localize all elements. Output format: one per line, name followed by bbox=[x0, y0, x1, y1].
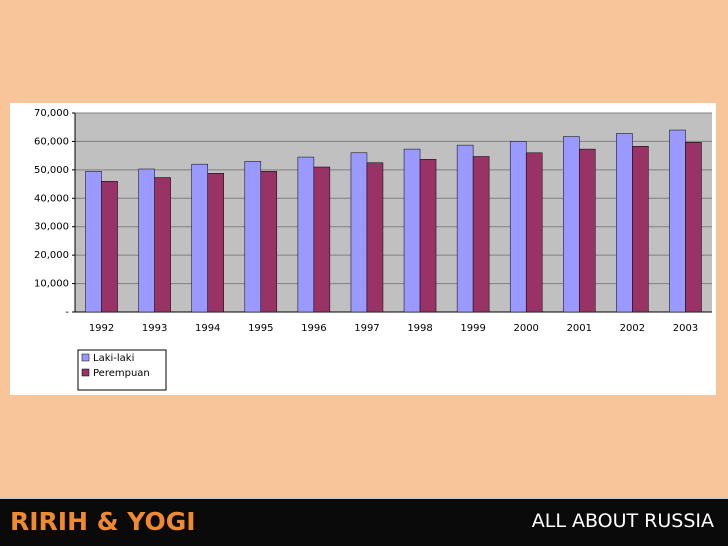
footer-left: RIRIH & YOGI bbox=[10, 507, 196, 536]
y-tick-label: 40,000 bbox=[34, 193, 69, 204]
x-tick-label: 2003 bbox=[673, 323, 698, 334]
legend-swatch bbox=[81, 353, 90, 362]
bar bbox=[616, 133, 633, 313]
bar bbox=[154, 177, 171, 313]
bar bbox=[138, 168, 155, 313]
bar bbox=[366, 162, 384, 313]
y-tick-label: 70,000 bbox=[34, 108, 69, 119]
x-tick-label: 1996 bbox=[301, 323, 326, 334]
bar bbox=[313, 166, 331, 313]
bar bbox=[297, 156, 315, 313]
legend-box bbox=[77, 349, 167, 391]
bar bbox=[191, 163, 208, 313]
x-tick-label: 2001 bbox=[567, 323, 592, 334]
bar bbox=[456, 144, 474, 313]
legend-label: Perempuan bbox=[93, 368, 150, 379]
bar bbox=[350, 152, 368, 313]
bar bbox=[260, 171, 278, 313]
x-tick-label: 1997 bbox=[354, 323, 379, 334]
y-tick-label: 30,000 bbox=[34, 222, 69, 233]
bar bbox=[403, 148, 421, 313]
footer-right: ALL ABOUT RUSSIA bbox=[531, 510, 714, 532]
footer: RIRIH & YOGI ALL ABOUT RUSSIA bbox=[0, 497, 728, 546]
x-tick-label: 1999 bbox=[460, 323, 485, 334]
x-tick-label: 1994 bbox=[195, 323, 220, 334]
bar bbox=[101, 180, 118, 313]
bar bbox=[85, 171, 102, 313]
y-tick-label: - bbox=[65, 307, 69, 318]
y-tick-label: 50,000 bbox=[34, 165, 69, 176]
bar bbox=[419, 159, 437, 313]
x-tick-label: 1998 bbox=[407, 323, 432, 334]
bar bbox=[563, 136, 580, 313]
bar bbox=[632, 146, 649, 313]
bar bbox=[525, 152, 543, 313]
x-tick-label: 2000 bbox=[513, 323, 538, 334]
x-tick-label: 1992 bbox=[89, 323, 114, 334]
x-tick-label: 2002 bbox=[620, 323, 645, 334]
bar bbox=[685, 142, 702, 313]
x-tick-label: 1995 bbox=[248, 323, 273, 334]
bar bbox=[509, 141, 527, 313]
legend-label: Laki-laki bbox=[93, 353, 134, 364]
x-tick-label: 1993 bbox=[142, 323, 167, 334]
bar bbox=[579, 148, 596, 313]
bar bbox=[244, 161, 262, 313]
y-tick-label: 60,000 bbox=[34, 136, 69, 147]
bar bbox=[207, 173, 224, 313]
bar bbox=[669, 129, 686, 313]
y-tick-label: 10,000 bbox=[34, 279, 69, 290]
legend-swatch bbox=[81, 368, 90, 377]
y-tick-label: 20,000 bbox=[34, 250, 69, 261]
plot-area bbox=[75, 113, 712, 312]
bar bbox=[472, 156, 490, 313]
